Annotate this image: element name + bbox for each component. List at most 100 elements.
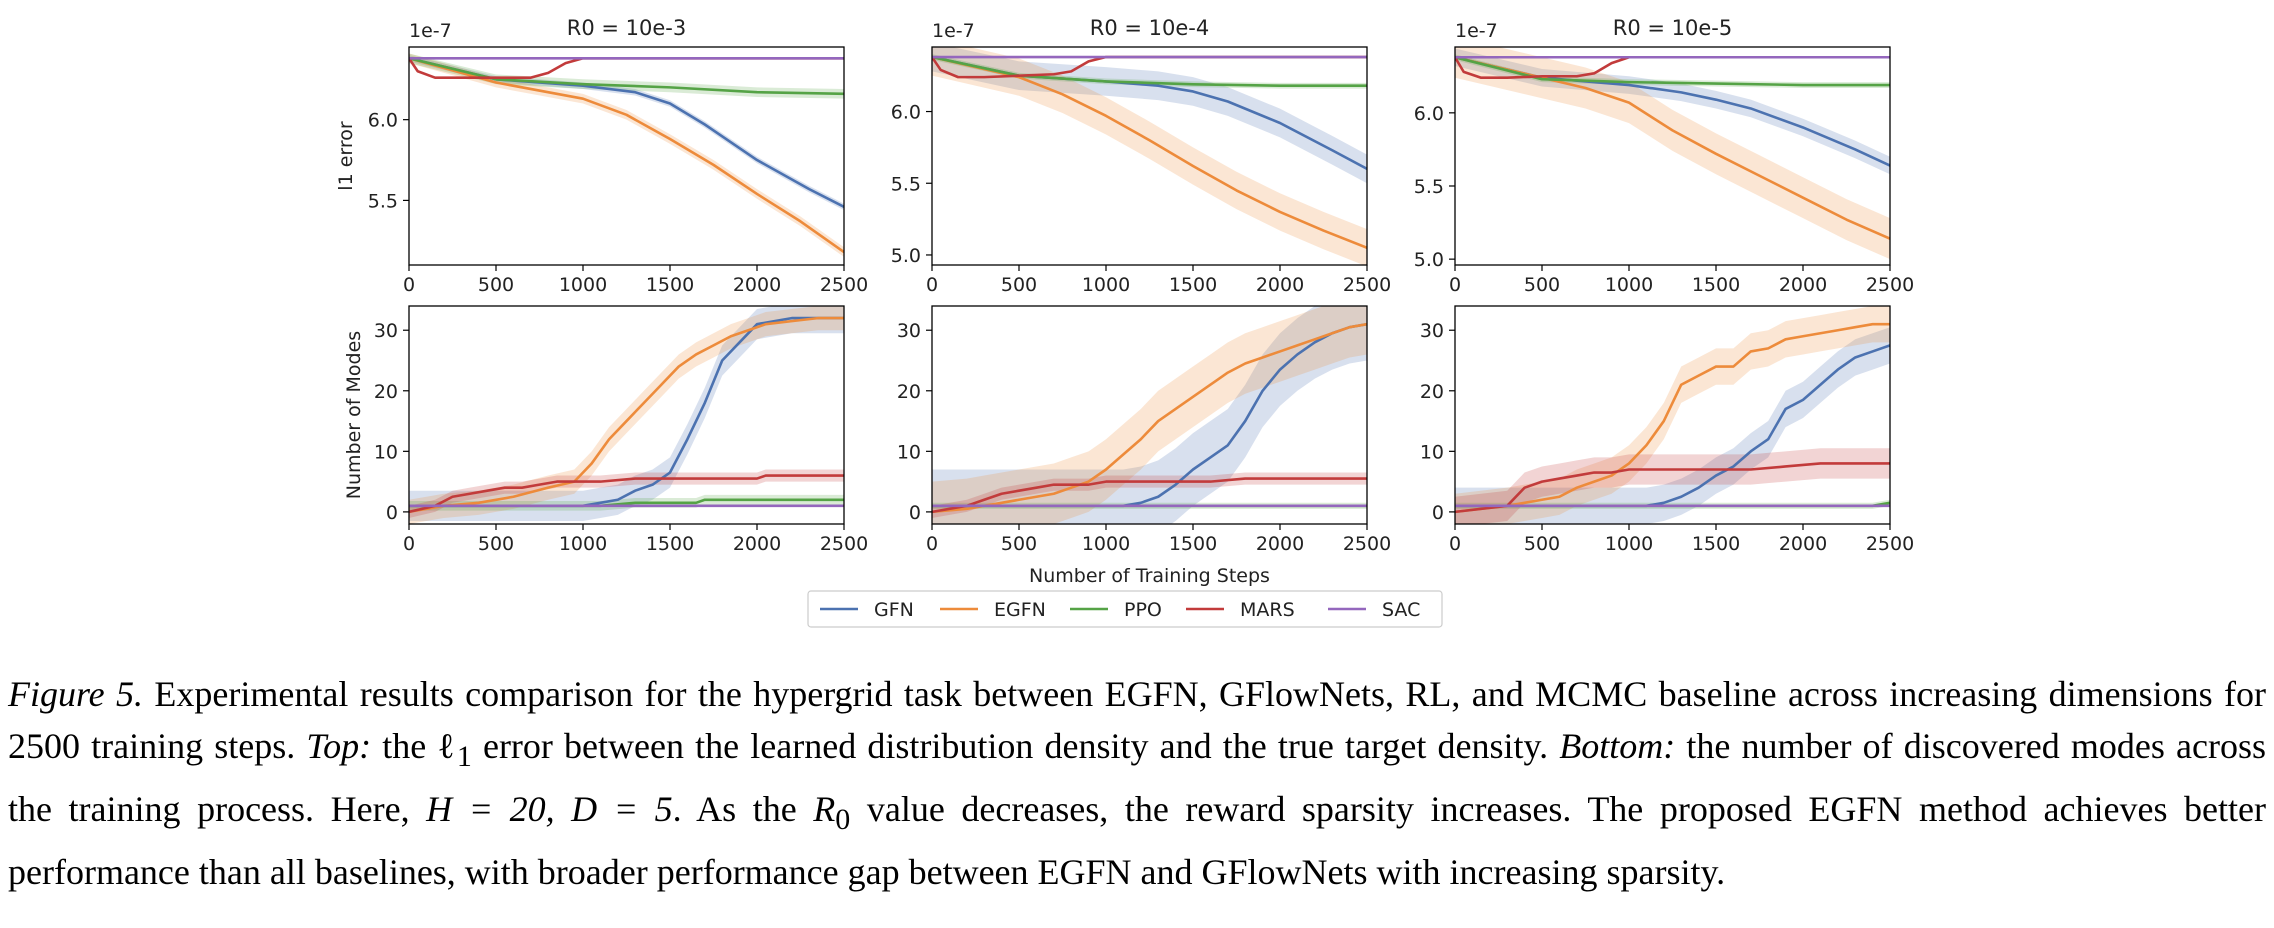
y-tick-label: 5.0 (891, 245, 921, 267)
y-axis-label: l1 error (335, 121, 357, 191)
x-tick-label: 1500 (1169, 274, 1217, 296)
band-egfn (409, 306, 844, 524)
y-tick-label: 5.5 (1414, 176, 1444, 198)
subplot-4: 0 500 1000 1500 2000 2500 0 10 20 30 Number of Mod… (343, 305, 868, 555)
series-line-gfn (932, 322, 1367, 508)
plot-area (1455, 47, 1890, 260)
x-tick-label: 2500 (1866, 533, 1914, 555)
band-gfn (932, 47, 1367, 184)
subplot-1: 0 500 1000 1500 2000 2500 5.5 6.0 R0 = 10e-3 1e-7… (335, 16, 868, 296)
axes-frame (931, 46, 1368, 266)
x-tick-label: 1000 (559, 533, 607, 555)
band-egfn (932, 47, 1367, 265)
series-line-egfn (1455, 55, 1890, 240)
series-line-ppo (409, 57, 844, 96)
y-offset-label: 1e-7 (409, 20, 452, 42)
legend-label-mars: MARS (1240, 599, 1295, 621)
y-offset-label: 1e-7 (1455, 20, 1498, 42)
axes-frame (408, 46, 845, 266)
series-line-mars (932, 477, 1367, 514)
y-offset-label: 1e-7 (932, 20, 975, 42)
y-tick-label: 0 (1432, 502, 1444, 524)
axes-frame (931, 305, 1368, 525)
y-tick-label: 6.0 (891, 102, 921, 124)
y-tick-label: 0 (386, 502, 398, 524)
y-tick-label: 0 (909, 502, 921, 524)
y-tick-label: 5.5 (368, 190, 398, 212)
x-tick-label: 500 (1001, 274, 1037, 296)
band-egfn (932, 306, 1367, 524)
x-tick-label: 2500 (820, 533, 868, 555)
x-tick-label: 1500 (1169, 533, 1217, 555)
y-tick-label: 5.5 (891, 173, 921, 195)
x-tick-label: 2500 (1343, 533, 1391, 555)
legend-label-gfn: GFN (874, 599, 914, 621)
series-line-egfn (932, 55, 1367, 249)
x-tick-label: 2000 (1779, 533, 1827, 555)
y-tick-label: 20 (1420, 381, 1444, 403)
x-tick-label: 2000 (1256, 274, 1304, 296)
legend-frame (807, 590, 1443, 628)
band-gfn (932, 306, 1367, 524)
plot-area (932, 306, 1367, 524)
plot-area (1455, 306, 1890, 524)
plot-area (932, 47, 1367, 265)
band-mars (409, 469, 844, 518)
subplot-5: 0 500 1000 1500 2000 2500 0 10 20 30 Number of Tra… (897, 305, 1391, 587)
x-tick-label: 0 (926, 274, 938, 296)
x-tick-label: 0 (1449, 274, 1461, 296)
axes-frame (408, 305, 845, 525)
caption-text-1: Experimental results comparison for the … (8, 674, 2266, 766)
band-gfn (409, 306, 844, 521)
y-tick-label: 10 (897, 441, 921, 463)
caption-text-5: . As the (672, 789, 814, 830)
series-line-egfn (932, 322, 1367, 514)
figure-caption: Figure 5. Experimental results compariso… (8, 668, 2266, 898)
x-tick-label: 500 (1001, 533, 1037, 555)
y-tick-label: 30 (897, 320, 921, 342)
caption-text-2: the ℓ (371, 726, 457, 766)
x-tick-label: 1000 (559, 274, 607, 296)
caption-text-3: error between the learned distribution d… (471, 726, 1560, 766)
y-tick-label: 6.0 (368, 110, 398, 132)
x-tick-label: 2000 (733, 274, 781, 296)
x-tick-label: 1500 (1692, 274, 1740, 296)
axes-frame (1454, 46, 1891, 266)
series-line-ppo (1455, 55, 1890, 87)
band-egfn (409, 53, 844, 257)
x-tick-label: 1000 (1605, 533, 1653, 555)
legend-label-sac: SAC (1382, 599, 1420, 621)
x-tick-label: 500 (478, 274, 514, 296)
series-line-egfn (409, 316, 844, 514)
x-tick-label: 2000 (1779, 274, 1827, 296)
x-tick-label: 1500 (1692, 533, 1740, 555)
x-tick-label: 500 (478, 533, 514, 555)
x-tick-label: 0 (1449, 533, 1461, 555)
band-gfn (1455, 327, 1890, 524)
x-tick-label: 500 (1524, 274, 1560, 296)
legend: GFN EGFN PPO MARS SAC (807, 590, 1443, 628)
y-axis-label: Number of Modes (343, 331, 365, 499)
band-ppo (409, 53, 844, 99)
band-ppo (932, 54, 1367, 89)
y-tick-label: 20 (374, 381, 398, 403)
legend-label-ppo: PPO (1124, 599, 1162, 621)
x-tick-label: 1000 (1082, 274, 1130, 296)
subplot-3: 0 500 1000 1500 2000 2500 5.0 5.5 6.0 R0 = 10e-5 1… (1414, 16, 1914, 296)
caption-math-r: R (813, 789, 836, 830)
subplot-6: 0 500 1000 1500 2000 2500 0 10 20 30 (1420, 305, 1914, 555)
subplot-title: R0 = 10e-5 (1613, 16, 1732, 40)
x-tick-label: 0 (403, 274, 415, 296)
x-tick-label: 1500 (646, 274, 694, 296)
caption-math-h-d: H = 20, D = 5 (426, 789, 673, 830)
y-tick-label: 20 (897, 381, 921, 403)
series-line-gfn (1455, 344, 1890, 508)
caption-text-4: the number of discovered modes across th… (8, 726, 2266, 830)
x-tick-label: 2500 (820, 274, 868, 296)
subplot-2: 0 500 1000 1500 2000 2500 5.0 5.5 6.0 R0 = 10e-4 1… (891, 16, 1391, 296)
y-tick-label: 5.0 (1414, 249, 1444, 271)
series-line-gfn (409, 316, 844, 508)
y-tick-label: 10 (1420, 441, 1444, 463)
x-tick-label: 2000 (733, 533, 781, 555)
x-tick-label: 1000 (1605, 274, 1653, 296)
